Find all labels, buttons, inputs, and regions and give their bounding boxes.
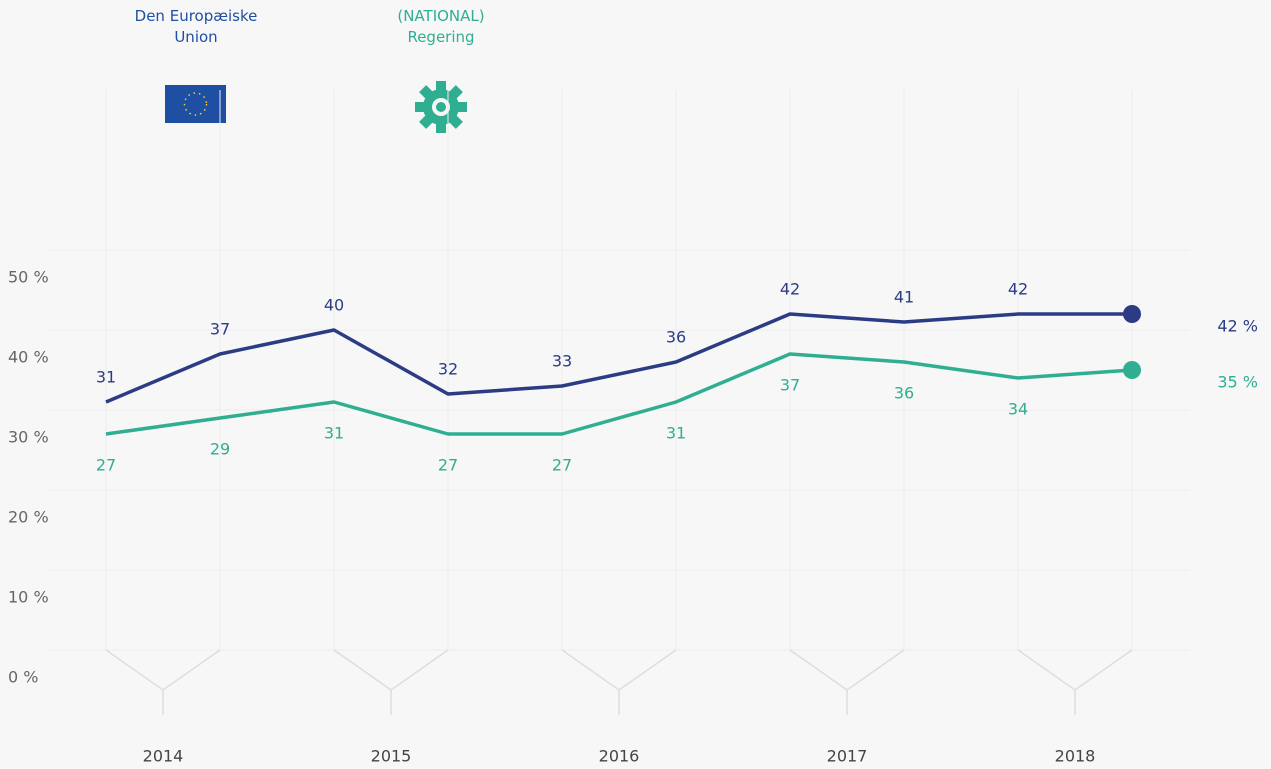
end-point — [1123, 305, 1141, 323]
y-tick-label: 10 % — [8, 588, 49, 607]
data-label: 27 — [552, 456, 572, 475]
x-tick-label: 2018 — [1055, 747, 1096, 766]
year-bracket — [1017, 649, 1133, 715]
y-tick-label: 40 % — [8, 348, 49, 367]
end-label: 35 % — [1217, 373, 1258, 392]
year-bracket — [333, 649, 449, 715]
data-label: 27 — [96, 456, 116, 475]
data-label: 31 — [666, 424, 686, 443]
data-label: 36 — [666, 328, 686, 347]
data-label: 36 — [894, 384, 914, 403]
x-tick-label: 2016 — [599, 747, 640, 766]
data-label: 40 — [324, 296, 344, 315]
y-tick-label: 30 % — [8, 428, 49, 447]
data-label: 29 — [210, 440, 230, 459]
data-label: 31 — [96, 368, 116, 387]
year-bracket — [561, 649, 677, 715]
data-label: 33 — [552, 352, 572, 371]
data-label: 27 — [438, 456, 458, 475]
legend-entry: (NATIONAL) Regering — [397, 7, 485, 46]
data-label: 31 — [324, 424, 344, 443]
data-label: 32 — [438, 360, 458, 379]
data-label: 34 — [1008, 400, 1028, 419]
legend-entry: Den Europæiske Union — [134, 7, 258, 46]
data-label: 37 — [210, 320, 230, 339]
gear-icon — [415, 81, 467, 133]
data-label: 42 — [780, 280, 800, 299]
y-tick-label: 50 % — [8, 268, 49, 287]
data-label: 37 — [780, 376, 800, 395]
series-line — [105, 352, 1133, 436]
y-tick-label: 0 % — [8, 668, 38, 687]
series-line — [105, 312, 1132, 404]
eu-flag — [165, 85, 226, 123]
x-tick-label: 2015 — [371, 747, 412, 766]
data-label: 41 — [894, 288, 914, 307]
year-bracket — [105, 649, 221, 715]
x-tick-label: 2017 — [827, 747, 868, 766]
data-label: 42 — [1008, 280, 1028, 299]
year-bracket — [789, 649, 905, 715]
y-tick-label: 20 % — [8, 508, 49, 527]
x-tick-label: 2014 — [143, 747, 184, 766]
end-point — [1123, 361, 1141, 379]
end-label: 42 % — [1217, 317, 1258, 336]
